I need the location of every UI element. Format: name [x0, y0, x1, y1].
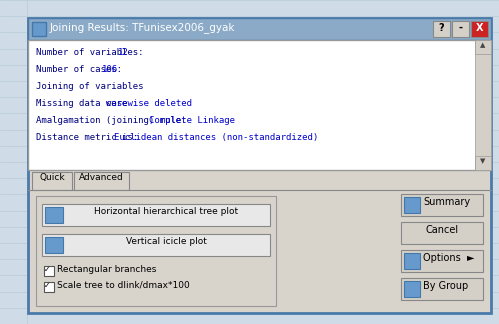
FancyBboxPatch shape [44, 266, 54, 276]
FancyBboxPatch shape [32, 22, 46, 36]
FancyBboxPatch shape [28, 18, 491, 40]
Text: Rectangular branches: Rectangular branches [57, 265, 156, 274]
FancyBboxPatch shape [471, 21, 488, 37]
FancyBboxPatch shape [401, 194, 483, 216]
Text: Scale tree to dlink/dmax*100: Scale tree to dlink/dmax*100 [57, 281, 190, 290]
Text: Missing data were: Missing data were [36, 99, 133, 108]
Text: Number of cases:: Number of cases: [36, 65, 127, 74]
Text: Summary: Summary [423, 197, 470, 207]
FancyBboxPatch shape [401, 250, 483, 272]
Text: ✓: ✓ [44, 265, 50, 274]
FancyBboxPatch shape [42, 234, 270, 256]
Text: Horizontal hierarchical tree plot: Horizontal hierarchical tree plot [94, 207, 238, 216]
Text: By Group: By Group [423, 281, 468, 291]
Text: Complete Linkage: Complete Linkage [149, 116, 235, 125]
Text: Vertical icicle plot: Vertical icicle plot [126, 237, 207, 246]
Text: Cancel: Cancel [426, 225, 459, 235]
Text: Joining Results: TFunisex2006_gyak: Joining Results: TFunisex2006_gyak [50, 22, 236, 33]
Text: ▼: ▼ [481, 158, 486, 164]
FancyBboxPatch shape [475, 156, 491, 170]
Text: Options  ►: Options ► [423, 253, 475, 263]
FancyBboxPatch shape [475, 40, 491, 170]
FancyBboxPatch shape [74, 172, 129, 190]
FancyBboxPatch shape [44, 282, 54, 292]
FancyBboxPatch shape [42, 204, 270, 226]
Text: 12: 12 [118, 48, 129, 57]
FancyBboxPatch shape [28, 18, 491, 313]
Text: 106: 106 [102, 65, 118, 74]
Text: ✓: ✓ [44, 281, 50, 290]
Text: -: - [459, 23, 463, 33]
Text: casewise deleted: casewise deleted [106, 99, 192, 108]
FancyBboxPatch shape [45, 207, 63, 223]
FancyBboxPatch shape [401, 278, 483, 300]
FancyBboxPatch shape [32, 172, 72, 190]
FancyBboxPatch shape [452, 21, 469, 37]
FancyBboxPatch shape [475, 40, 491, 54]
Text: Distance metric is:: Distance metric is: [36, 133, 144, 142]
FancyBboxPatch shape [401, 222, 483, 244]
FancyBboxPatch shape [404, 197, 420, 213]
Text: Number of variables:: Number of variables: [36, 48, 149, 57]
Text: Euclidean distances (non-standardized): Euclidean distances (non-standardized) [114, 133, 318, 142]
Text: X: X [476, 23, 483, 33]
Text: Quick: Quick [39, 173, 65, 182]
Text: ?: ? [439, 23, 444, 33]
Text: Joining of variables: Joining of variables [36, 82, 144, 91]
FancyBboxPatch shape [404, 281, 420, 297]
Text: Advanced: Advanced [79, 173, 123, 182]
FancyBboxPatch shape [433, 21, 450, 37]
FancyBboxPatch shape [404, 253, 420, 269]
FancyBboxPatch shape [36, 196, 276, 306]
Text: ▲: ▲ [481, 42, 486, 48]
Text: Amalgamation (joining) rule:: Amalgamation (joining) rule: [36, 116, 192, 125]
FancyBboxPatch shape [28, 40, 491, 170]
FancyBboxPatch shape [45, 237, 63, 253]
